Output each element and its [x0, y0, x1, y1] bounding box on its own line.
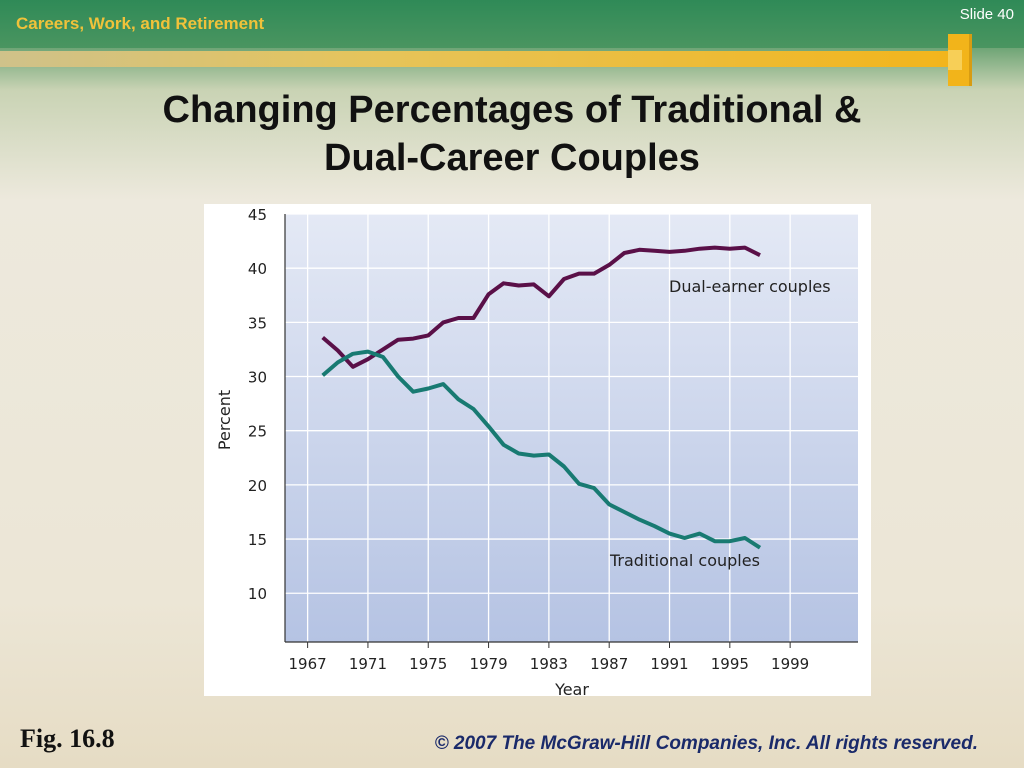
series-lines — [321, 245, 762, 550]
decorative-gold-square — [948, 34, 972, 86]
x-tick-label: 1991 — [650, 655, 688, 673]
y-tick-label: 35 — [248, 314, 267, 332]
y-axis-title: Percent — [215, 390, 234, 450]
x-tick-label: 1987 — [590, 655, 628, 673]
chart-panel: 10 15 20 25 30 35 40 45 1967 1971 1975 1979 1983 1987… — [204, 204, 871, 699]
slide-title: Changing Percentages of Traditional & Du… — [0, 86, 1024, 182]
x-tick-label: 1983 — [530, 655, 568, 673]
x-tick-label: 1999 — [771, 655, 809, 673]
section-title: Careers, Work, and Retirement — [16, 14, 265, 33]
slide-title-line-2: Dual-Career Couples — [324, 137, 700, 179]
slide-title-line-1: Changing Percentages of Traditional & — [162, 89, 862, 131]
x-tick-label: 1979 — [469, 655, 507, 673]
dual-earner-label: Dual-earner couples — [669, 277, 831, 296]
header-bar — [0, 0, 1024, 48]
traditional-label: Traditional couples — [609, 551, 760, 570]
y-tick-label: 45 — [248, 206, 267, 224]
axis-ticks: 10 15 20 25 30 35 40 45 1967 1971 1975 1979 1983 1987… — [248, 206, 858, 673]
series-line-1 — [321, 349, 762, 550]
x-tick-label: 1967 — [289, 655, 327, 673]
copyright-notice: © 2007 The McGraw-Hill Companies, Inc. A… — [434, 733, 978, 754]
y-tick-label: 30 — [248, 369, 267, 387]
slide-number: Slide 40 — [959, 6, 1014, 23]
y-tick-label: 25 — [248, 423, 267, 441]
series-line-0 — [321, 245, 761, 369]
y-tick-label: 10 — [248, 585, 267, 603]
y-tick-label: 20 — [248, 477, 267, 495]
y-tick-label: 40 — [248, 260, 267, 278]
line-chart: 10 15 20 25 30 35 40 45 1967 1971 1975 1979 1983 1987… — [215, 206, 858, 699]
figure-label: Fig. 16.8 — [20, 724, 115, 753]
x-tick-label: 1975 — [409, 655, 447, 673]
decorative-gold-bar — [0, 51, 950, 67]
x-tick-label: 1971 — [349, 655, 387, 673]
plot-area — [285, 214, 858, 642]
y-tick-label: 15 — [248, 531, 267, 549]
x-axis-title: Year — [554, 680, 589, 696]
x-tick-label: 1995 — [711, 655, 749, 673]
